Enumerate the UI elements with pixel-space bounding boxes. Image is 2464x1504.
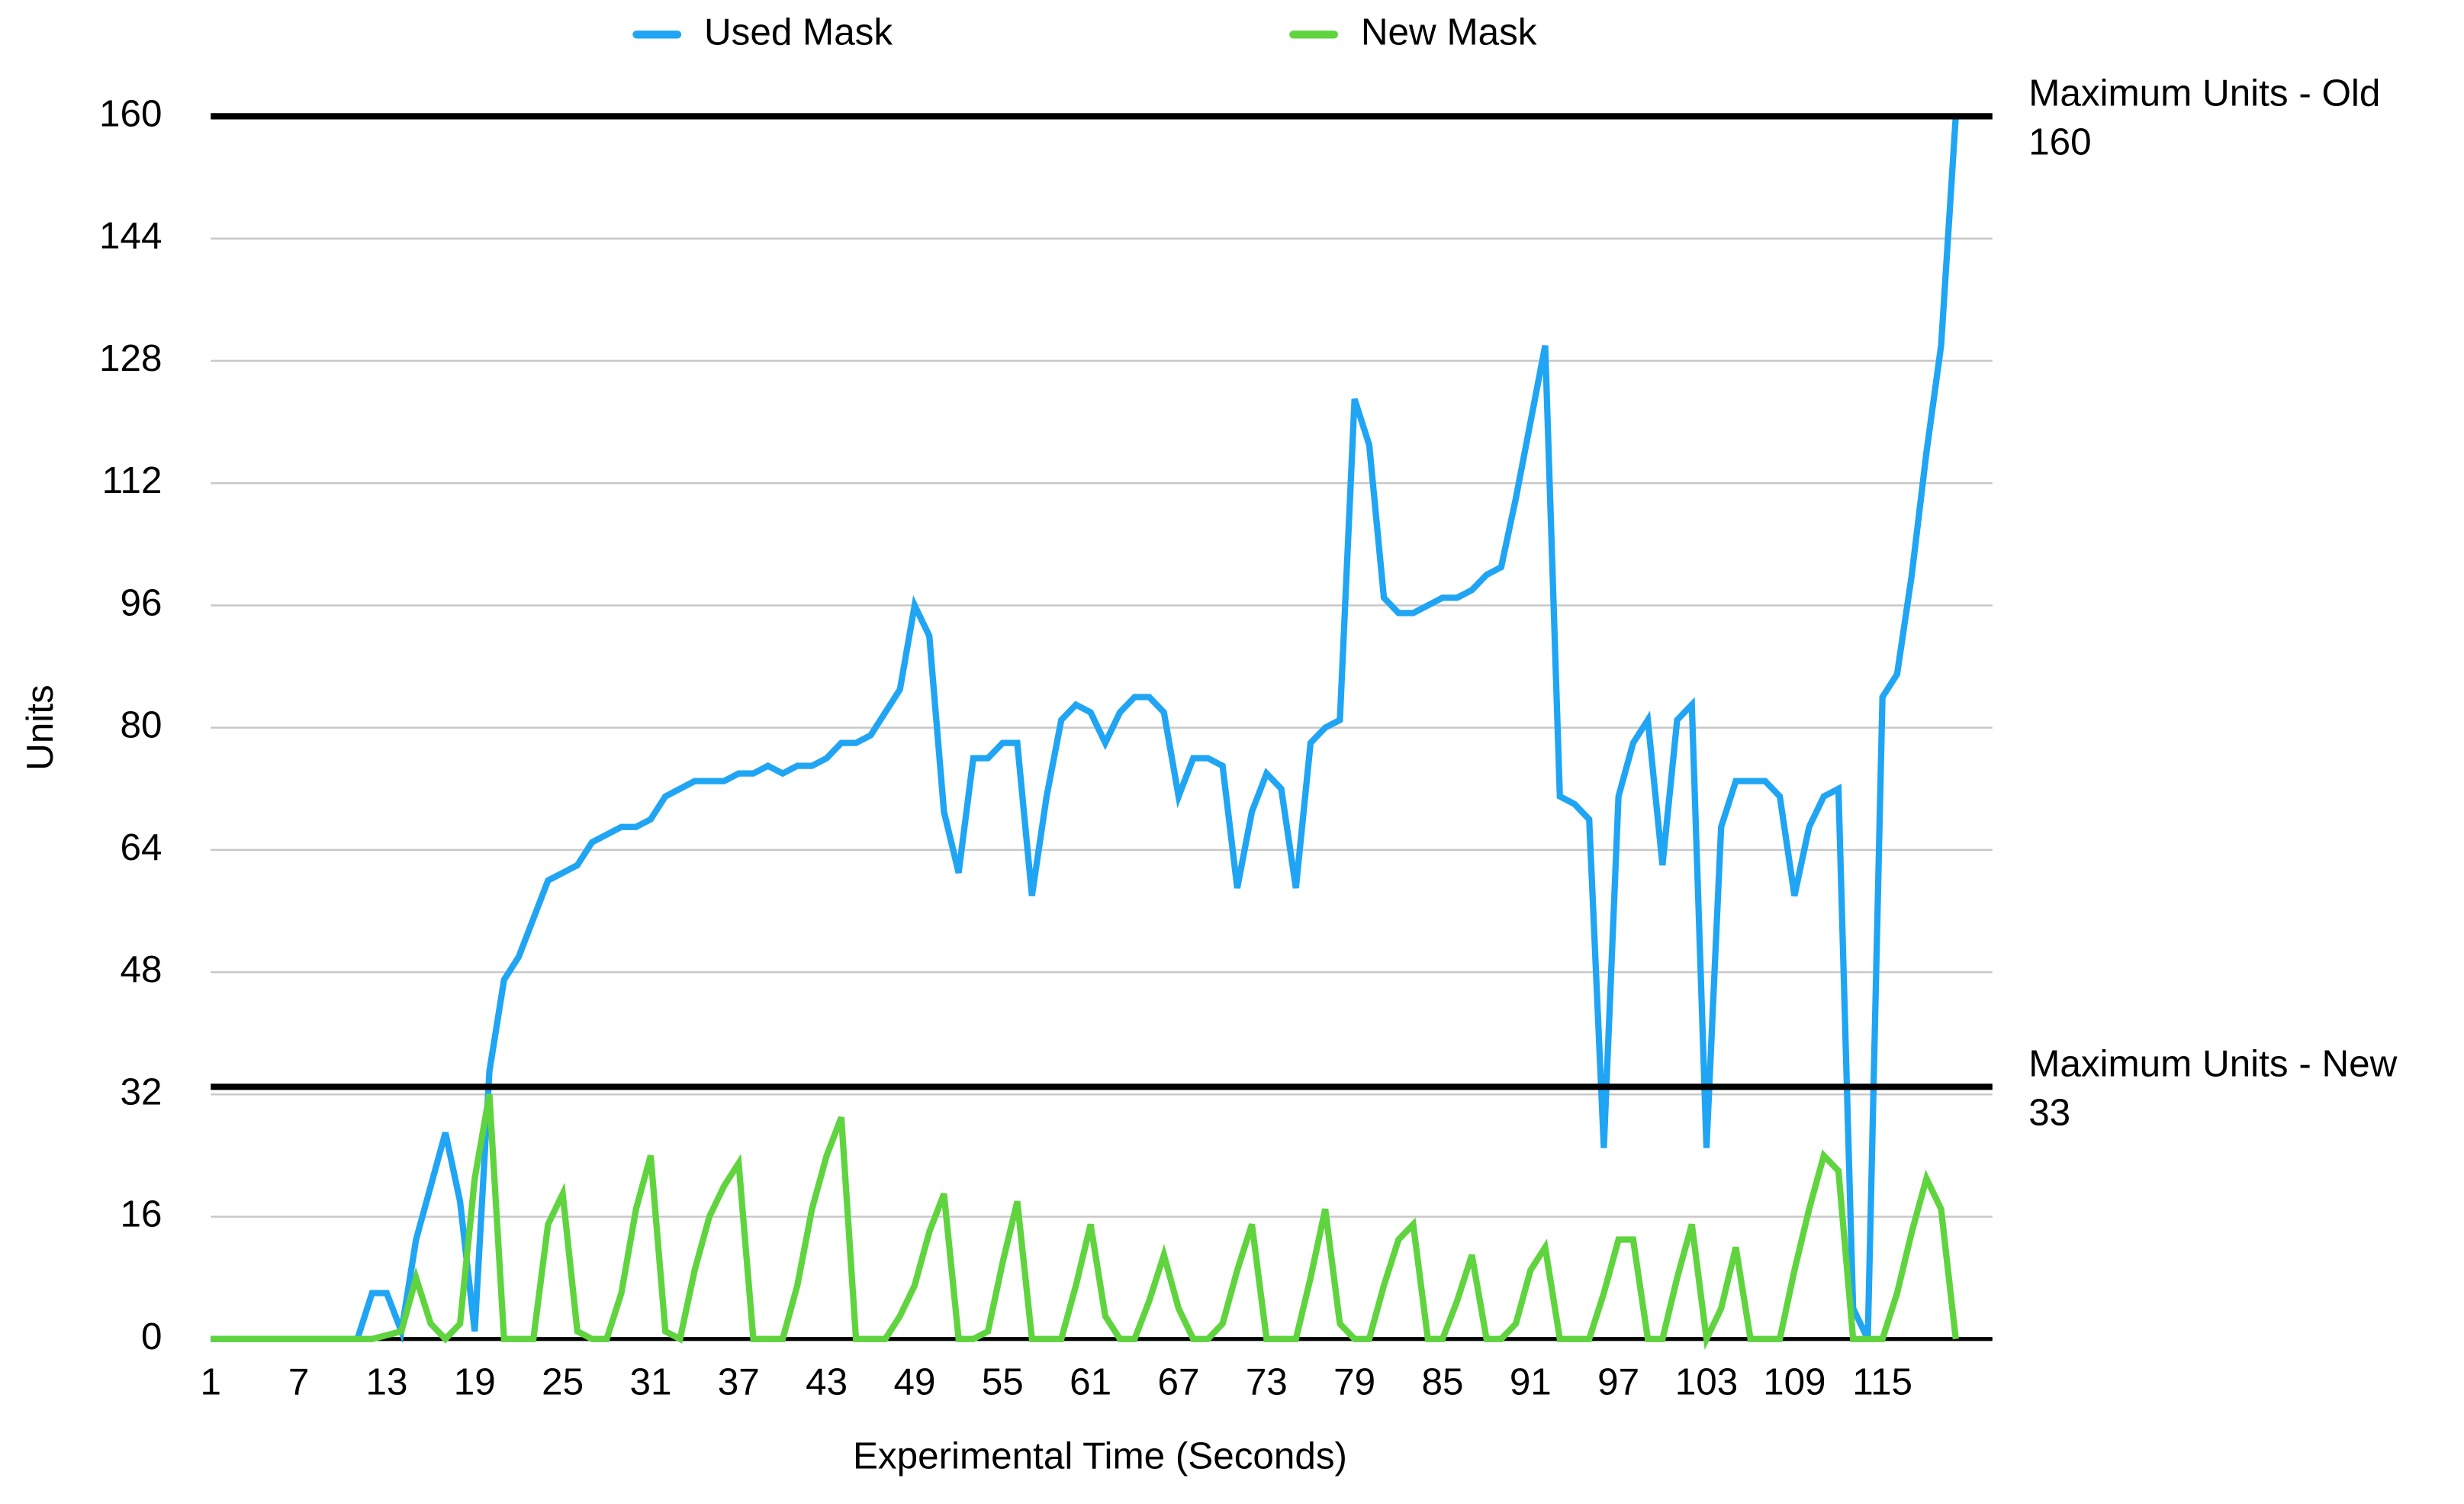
x-tick-label: 73 xyxy=(1246,1361,1288,1403)
data-line xyxy=(211,1093,1959,1351)
x-tick-label: 103 xyxy=(1675,1361,1738,1403)
y-tick-label: 32 xyxy=(120,1071,162,1113)
y-tick-label: 96 xyxy=(120,581,162,623)
x-axis-label: Experimental Time (Seconds) xyxy=(853,1435,1347,1477)
y-tick-label: 48 xyxy=(120,948,162,990)
y-tick-label: 16 xyxy=(120,1193,162,1235)
x-tick-label: 85 xyxy=(1421,1361,1463,1403)
x-tick-label: 115 xyxy=(1852,1361,1912,1403)
x-tick-label: 55 xyxy=(982,1361,1024,1403)
reference-value: 33 xyxy=(2028,1091,2070,1133)
reference-label: Maximum Units - New xyxy=(2028,1043,2397,1085)
legend-label: New Mask xyxy=(1361,11,1537,53)
x-tick-label: 49 xyxy=(893,1361,935,1403)
x-tick-label: 31 xyxy=(629,1361,671,1403)
reference-label: Maximum Units - Old xyxy=(2028,72,2380,114)
y-tick-label: 80 xyxy=(120,704,162,746)
x-tick-label: 7 xyxy=(288,1361,309,1403)
x-tick-label: 43 xyxy=(806,1361,848,1403)
y-tick-label: 64 xyxy=(120,826,162,868)
x-tick-label: 91 xyxy=(1510,1361,1552,1403)
x-tick-label: 25 xyxy=(542,1361,584,1403)
reference-value: 160 xyxy=(2028,121,2091,163)
y-tick-label: 144 xyxy=(99,215,162,257)
x-tick-label: 79 xyxy=(1333,1361,1375,1403)
x-tick-label: 19 xyxy=(454,1361,496,1403)
data-line xyxy=(211,116,1959,1344)
legend-label: Used Mask xyxy=(704,11,893,53)
y-tick-label: 0 xyxy=(141,1316,162,1357)
y-axis-label: Units xyxy=(19,684,61,771)
x-tick-label: 13 xyxy=(365,1361,407,1403)
x-tick-label: 97 xyxy=(1597,1361,1639,1403)
x-tick-label: 61 xyxy=(1070,1361,1111,1403)
y-tick-label: 128 xyxy=(99,337,162,379)
y-tick-label: 112 xyxy=(102,459,162,501)
x-tick-label: 109 xyxy=(1763,1361,1825,1403)
x-tick-label: 67 xyxy=(1157,1361,1199,1403)
x-tick-label: 37 xyxy=(718,1361,760,1403)
y-tick-label: 160 xyxy=(99,92,162,134)
x-tick-label: 1 xyxy=(201,1361,221,1403)
